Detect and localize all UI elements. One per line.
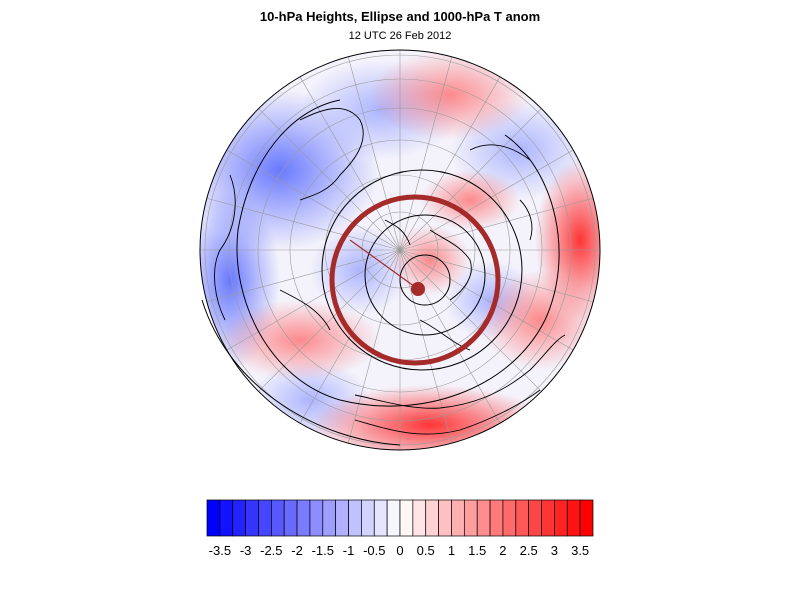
- colorbar-cell: [489, 499, 504, 537]
- colorbar-cell: [309, 499, 324, 537]
- colorbar-cell: [270, 499, 285, 537]
- colorbar-cell: [438, 499, 452, 537]
- colorbar-tick-label: -2.5: [260, 543, 283, 558]
- colorbar-cell: [348, 499, 362, 537]
- colorbar-cell: [451, 499, 465, 537]
- colorbar-tick-label: 1: [447, 543, 456, 558]
- colorbar-cell: [232, 499, 246, 537]
- colorbar-cell: [579, 499, 594, 537]
- colorbar-tick-label: 2.5: [519, 543, 538, 558]
- colorbar-cell: [515, 499, 530, 537]
- colorbar-cell: [335, 499, 349, 537]
- colorbar-cell: [425, 499, 439, 537]
- colorbar-cell: [296, 499, 311, 537]
- colorbar-tick-label: -2: [291, 543, 303, 558]
- temperature-anomaly-field: [200, 50, 600, 450]
- colorbar-tick-label: 0.5: [416, 543, 435, 558]
- colorbar-cell: [541, 499, 555, 537]
- colorbar-tick-label: -1: [342, 543, 355, 558]
- colorbar-tick-label: -1.5: [311, 543, 334, 558]
- plot-subtitle: 12 UTC 26 Feb 2012: [348, 30, 452, 42]
- colorbar-tick-label: -3: [239, 543, 252, 558]
- colorbar-cell: [476, 499, 491, 537]
- coastlines: [214, 108, 566, 435]
- colorbar-cell: [322, 499, 337, 537]
- colorbar-cell: [463, 499, 478, 537]
- colorbar-cell: [361, 499, 375, 537]
- polar-map: [199, 49, 601, 451]
- colorbar-cell: [258, 499, 272, 537]
- plot-title: 10-hPa Heights, Ellipse and 1000-hPa T a…: [259, 9, 541, 24]
- globe-outline: [199, 49, 601, 451]
- colorbar-cell: [219, 499, 234, 537]
- colorbar-tick-label: -3.5: [208, 543, 232, 558]
- colorbar-cell: [386, 499, 401, 537]
- colorbar-tick-label: -0.5: [363, 543, 386, 558]
- colorbar-tick-label: 2: [499, 543, 507, 558]
- colorbar-cell: [373, 499, 388, 537]
- colorbar-tick-label: 1.5: [468, 543, 487, 558]
- colorbar-cell: [554, 499, 568, 537]
- colorbar-cell: [566, 499, 581, 537]
- colorbar-cell: [412, 499, 427, 537]
- colorbar-cell: [206, 499, 221, 537]
- colorbar-cell: [528, 499, 542, 537]
- colorbar-cell: [502, 499, 517, 537]
- vortex-ellipse: [329, 194, 501, 366]
- colorbar: [206, 499, 594, 537]
- colorbar-tick-label: 0: [396, 543, 404, 558]
- height-contours: [201, 99, 560, 446]
- colorbar-cell: [283, 499, 298, 537]
- colorbar-tick-label: 3.5: [571, 543, 590, 558]
- colorbar-tick-label: 3: [550, 543, 559, 558]
- colorbar-cell: [399, 499, 414, 537]
- colorbar-cell: [245, 499, 259, 537]
